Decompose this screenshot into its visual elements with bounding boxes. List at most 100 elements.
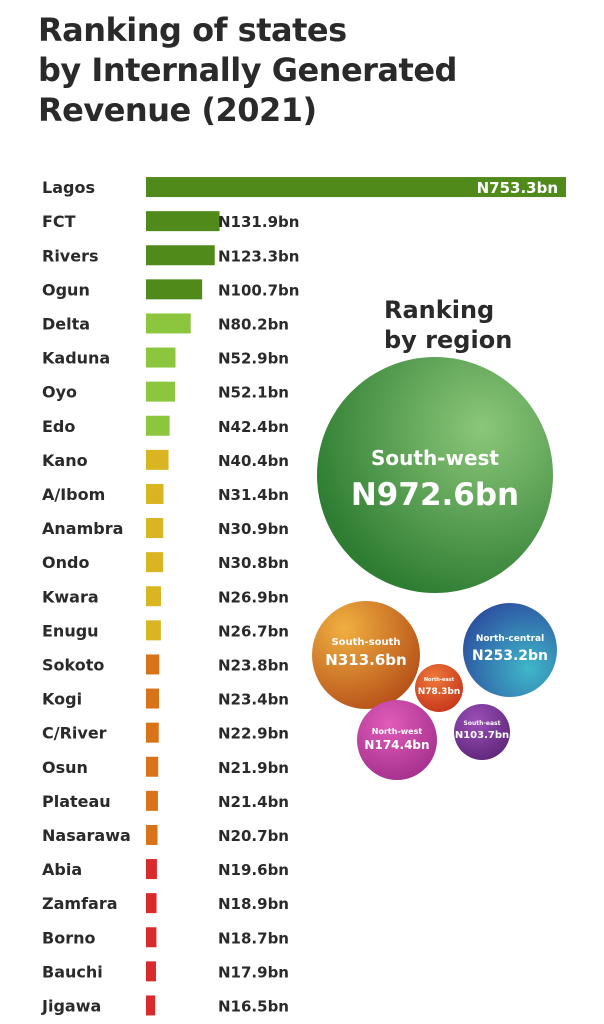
value-label: N18.7bn (218, 929, 289, 947)
value-label: N26.9bn (218, 588, 289, 606)
state-bar (146, 824, 158, 845)
state-bar (146, 961, 156, 982)
state-label: Zamfara (42, 894, 118, 913)
state-bars: Lagos N753.3bn FCT N131.9bn Rivers N123.3bn Og… (41, 177, 566, 1016)
state-bar (146, 518, 164, 539)
state-bar (146, 245, 215, 266)
state-bar (146, 790, 158, 811)
state-bar (146, 415, 170, 436)
value-label: N42.4bn (218, 418, 289, 436)
state-bar (146, 552, 164, 573)
region-bubble (415, 664, 463, 712)
value-label: N18.9bn (218, 895, 289, 913)
region-bubble (357, 700, 437, 780)
state-label: Lagos (42, 178, 95, 197)
value-label: N100.7bn (218, 281, 299, 299)
state-label: Nasarawa (42, 826, 131, 845)
state-label: A/Ibom (42, 485, 105, 504)
value-label: N123.3bn (218, 247, 299, 265)
state-label: FCT (42, 212, 76, 231)
value-label: N80.2bn (218, 315, 289, 333)
region-name: North-west (372, 727, 423, 736)
state-label: Rivers (42, 246, 99, 265)
region-name: South-east (464, 720, 501, 727)
value-label: N23.8bn (218, 656, 289, 674)
region-value: N972.6bn (351, 477, 519, 513)
region-bubbles: South-west N972.6bn South-south N313.6bn Nor… (312, 357, 557, 780)
state-label: Kaduna (42, 349, 110, 368)
state-bar (146, 313, 191, 334)
state-label: Kano (42, 451, 88, 470)
state-bar (146, 177, 566, 198)
state-label: Oyo (42, 383, 77, 402)
region-name: South-west (371, 446, 499, 470)
region-name: North-central (476, 634, 544, 644)
value-label: N23.4bn (218, 691, 289, 709)
state-label: Kwara (42, 587, 99, 606)
state-bar (146, 756, 159, 777)
region-bubble (454, 704, 510, 760)
value-label: N19.6bn (218, 861, 289, 879)
state-label: Ondo (42, 553, 89, 572)
title-line-3: Revenue (2021) (38, 91, 317, 129)
value-label: N40.4bn (218, 452, 289, 470)
region-value: N313.6bn (325, 651, 406, 669)
state-bar (146, 211, 220, 232)
state-bar (146, 722, 159, 743)
region-value: N78.3bn (418, 687, 461, 697)
value-label: N52.1bn (218, 384, 289, 402)
state-label: Anambra (42, 519, 123, 538)
state-bar (146, 893, 157, 914)
state-label: Osun (42, 758, 88, 777)
region-title: Ranking by region (384, 295, 512, 355)
state-label: Jigawa (41, 996, 101, 1015)
state-label: Kogi (42, 690, 82, 709)
value-label: N30.9bn (218, 520, 289, 538)
state-bar (146, 279, 203, 300)
value-label: N21.9bn (218, 759, 289, 777)
value-label: N16.5bn (218, 997, 289, 1015)
state-label: Sokoto (42, 655, 104, 674)
state-label: Borno (42, 928, 95, 947)
region-bubble (463, 603, 557, 697)
value-label: N131.9bn (218, 213, 299, 231)
value-label: N20.7bn (218, 827, 289, 845)
region-name: South-south (331, 637, 400, 648)
state-bar (146, 483, 164, 504)
state-label: Plateau (42, 792, 111, 811)
state-label: Enugu (42, 621, 99, 640)
state-label: Ogun (42, 280, 90, 299)
region-value: N253.2bn (472, 648, 548, 664)
title-line-2: by Internally Generated (38, 51, 457, 89)
state-bar (146, 654, 160, 675)
chart-title: Ranking of states by Internally Generate… (38, 10, 578, 130)
state-bar (146, 347, 176, 368)
region-bubble (312, 601, 420, 709)
state-bar (146, 381, 176, 402)
state-label: Delta (42, 314, 90, 333)
state-bar (146, 688, 160, 709)
value-label: N21.4bn (218, 793, 289, 811)
region-title-line-2: by region (384, 326, 513, 354)
title-line-1: Ranking of states (38, 11, 347, 49)
state-label: C/River (42, 724, 107, 743)
region-value: N103.7bn (455, 730, 509, 741)
region-bubble (317, 357, 553, 593)
value-label: N31.4bn (218, 486, 289, 504)
value-label: N753.3bn (477, 179, 558, 197)
state-label: Abia (42, 860, 82, 879)
value-label: N26.7bn (218, 622, 289, 640)
value-label: N52.9bn (218, 350, 289, 368)
state-bar (146, 449, 169, 470)
value-label: N22.9bn (218, 725, 289, 743)
region-title-line-1: Ranking (384, 296, 495, 324)
state-bar (146, 927, 157, 948)
value-label: N17.9bn (218, 963, 289, 981)
state-bar (146, 586, 161, 607)
value-label: N30.8bn (218, 554, 289, 572)
region-value: N174.4bn (364, 738, 429, 752)
state-label: Edo (42, 417, 75, 436)
state-bar (146, 620, 161, 641)
state-bar (146, 859, 157, 880)
